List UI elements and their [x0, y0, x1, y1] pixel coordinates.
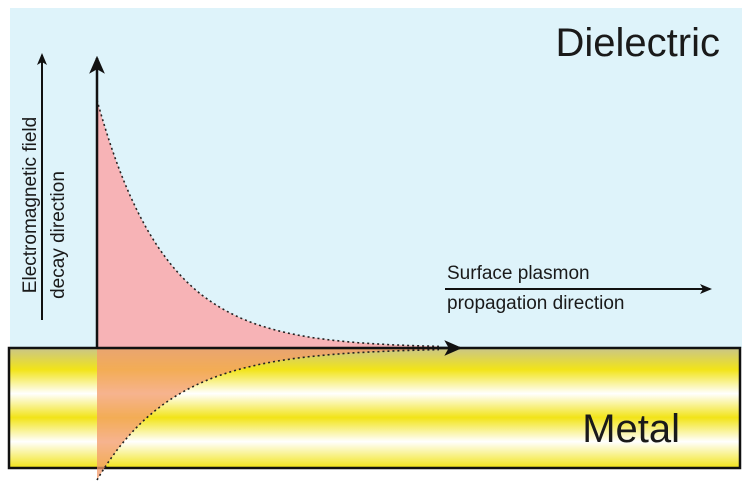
decay-axis-label: decay direction	[48, 171, 69, 299]
metal-label: Metal	[582, 407, 680, 451]
propagation-label: propagation direction	[447, 293, 624, 314]
decay-axis-label: Electromagnetic field	[20, 117, 41, 293]
field-decay-dielectric	[97, 100, 440, 348]
propagation-label: Surface plasmon	[447, 263, 590, 284]
dielectric-label: Dielectric	[556, 21, 720, 65]
field-decay-metal	[97, 348, 440, 480]
